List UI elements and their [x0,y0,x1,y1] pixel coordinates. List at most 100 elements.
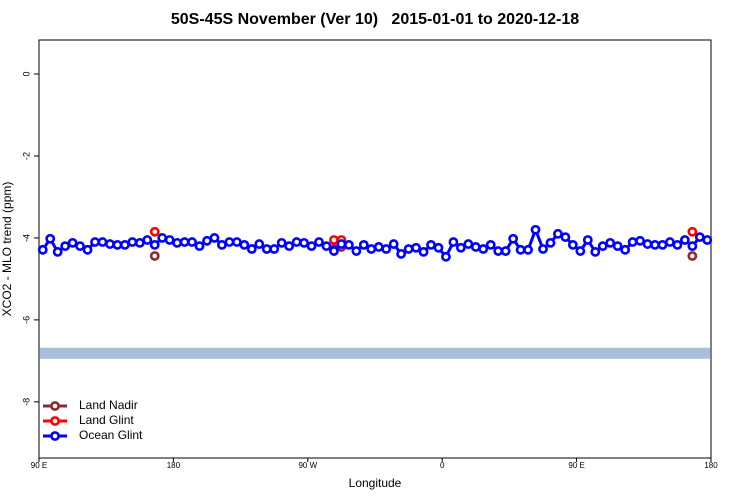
data-point [515,244,526,255]
data-point [134,237,145,248]
data-point [538,244,548,254]
data-point [567,240,578,250]
data-point [261,244,272,254]
data-point [194,241,205,252]
data-point [112,240,123,250]
data-point [597,241,608,252]
data-point [149,240,160,250]
data-point [687,241,698,252]
data-point [687,226,698,237]
x-tick-label: 90 W [298,461,317,470]
data-point [179,237,190,247]
x-tick-label: 0 [440,461,445,470]
data-point [97,237,108,247]
data-point [523,244,533,255]
data-point [702,235,713,245]
data-point [276,237,287,248]
y-tick-label: 0 [21,72,31,77]
data-point [149,226,160,237]
data-point [202,235,212,246]
legend-marker [50,416,60,426]
y-axis-label: XCO2 - MLO trend (ppm) [0,182,14,317]
data-point [635,235,645,246]
data-point [284,241,295,252]
data-point [291,237,302,247]
data-point [433,242,444,253]
legend-marker [50,401,60,411]
data-point [254,239,265,249]
data-point [672,240,683,250]
data-point [679,235,690,245]
data-point [164,235,175,245]
data-point [269,244,280,254]
data-point [508,233,519,244]
data-point [231,237,242,247]
legend-label: Land Glint [79,413,134,427]
data-point [217,240,227,250]
data-point [351,246,362,256]
data-point [321,241,332,252]
coverage-band [40,347,710,359]
data-point [582,235,593,245]
data-point [650,240,660,250]
data-point [82,244,93,255]
data-point [119,240,130,250]
data-point [665,237,675,247]
data-point [127,237,138,247]
data-point [37,244,48,255]
data-point [620,244,631,255]
data-point [105,239,115,249]
data-point [545,237,556,248]
data-point [411,242,421,253]
x-tick-label: 90 E [31,461,47,470]
data-point [358,240,369,250]
data-point [478,244,489,254]
x-tick-label: 180 [167,461,181,470]
data-point [209,233,220,243]
legend-label: Land Nadir [79,398,138,412]
data-point [657,240,668,250]
data-point [455,242,466,253]
data-point [314,237,324,247]
data-point [299,237,309,248]
data-point [553,228,563,239]
data-point [52,246,63,257]
data-point [441,251,451,262]
data-point [142,235,153,245]
y-tick-label: -2 [21,152,31,160]
legend-marker [50,431,60,441]
y-tick-label: -8 [21,398,31,406]
data-point [426,240,436,250]
x-tick-label: 90 E [568,461,584,470]
data-point [500,246,511,256]
data-point [687,251,698,261]
data-point [612,241,623,252]
data-point [470,242,481,252]
data-point [336,239,347,249]
data-point [463,239,474,249]
data-point [590,246,601,257]
data-point [373,242,384,252]
legend-label: Ocean Glint [79,428,143,442]
data-point [157,233,168,243]
data-point [343,240,354,250]
x-axis-label: Longitude [349,476,402,490]
data-point [366,244,377,254]
data-point [246,244,257,254]
chart-title: 50S-45S November (Ver 10) 2015-01-01 to … [171,11,579,28]
data-point [172,237,183,248]
data-point [627,237,638,247]
data-point [493,246,504,256]
data-point [187,237,197,247]
data-point [642,239,653,249]
data-point [418,246,429,257]
y-tick-label: -4 [21,234,31,242]
data-point [75,241,85,252]
data-point [396,249,407,259]
data-point [239,240,250,250]
data-point [90,237,100,247]
data-point [224,237,235,247]
data-point [67,237,78,248]
x-tick-label: 180 [704,461,718,470]
